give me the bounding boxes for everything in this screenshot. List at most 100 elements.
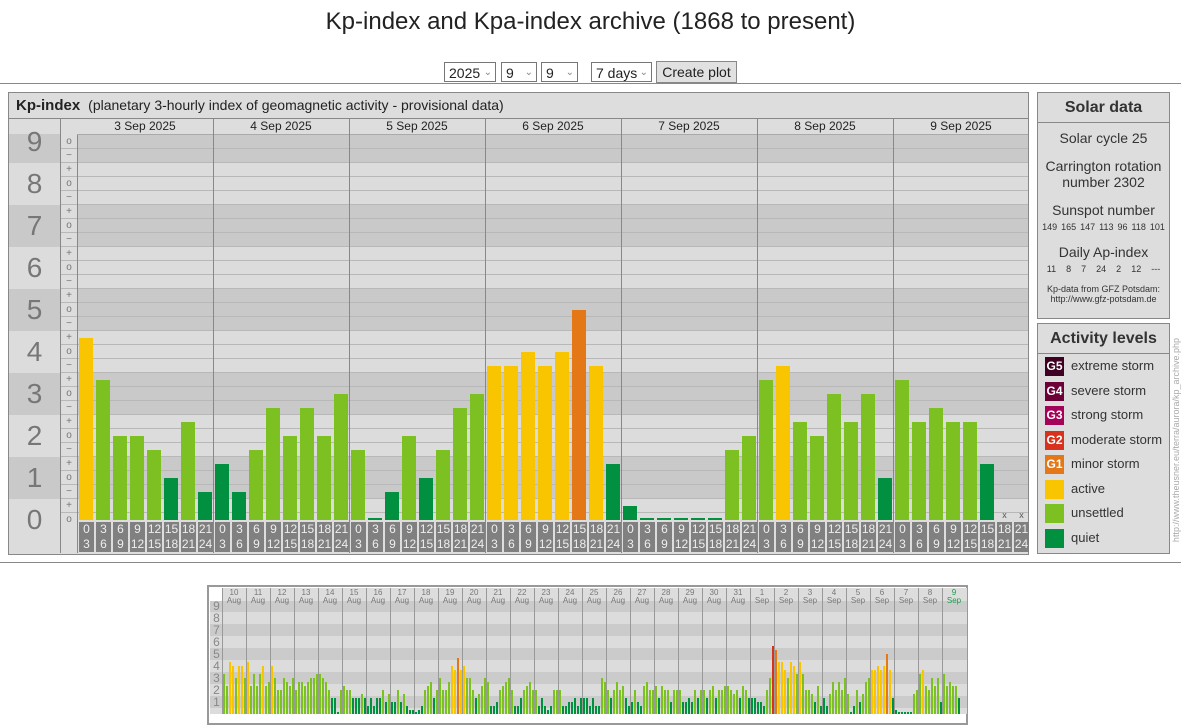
overview-month: Aug [730, 596, 746, 605]
sub-tick-minus: − [66, 150, 72, 161]
overview-bar [460, 669, 462, 714]
sub-tick-minus: − [66, 486, 72, 497]
overview-day-separator [750, 588, 751, 714]
ap-value: 12 [1131, 264, 1142, 274]
interval-start: 0 [627, 522, 634, 536]
overview-bar [811, 693, 813, 714]
sub-tick-zero: o [66, 136, 72, 147]
overview-bar [904, 712, 906, 714]
overview-day-separator [342, 588, 343, 714]
kp-bar [844, 422, 858, 520]
interval-end: 21 [317, 537, 332, 551]
interval-label: 15 18 [572, 522, 587, 552]
overview-bar [934, 686, 936, 714]
overview-bar [925, 686, 927, 714]
overview-day-separator [366, 588, 367, 714]
overview-bar [595, 705, 597, 714]
grid-line [61, 232, 1028, 233]
overview-bar [838, 681, 840, 714]
overview-bar [802, 674, 804, 714]
overview-bar [367, 705, 369, 714]
overview-bar [361, 693, 363, 714]
overview-bar [790, 662, 792, 714]
kp-bar [470, 394, 484, 520]
overview-bar [247, 662, 249, 714]
overview-bar [304, 686, 306, 714]
chevron-down-icon: ⌄ [565, 67, 574, 78]
interval-start: 6 [117, 522, 124, 536]
interval-end: 9 [525, 537, 532, 551]
overview-day-label: 21 Aug [486, 589, 510, 605]
overview-day-number: 9 [951, 588, 957, 597]
overview-month: Sep [802, 596, 818, 605]
overview-bar [943, 674, 945, 714]
overview-bar [673, 690, 675, 714]
kp-band-6 [77, 247, 1028, 289]
sunspot-value: 165 [1061, 222, 1077, 232]
month-select[interactable]: 9 ⌄ [501, 62, 537, 82]
ap-value: 11 [1046, 264, 1057, 274]
sub-tick-zero: o [66, 178, 72, 189]
overview-bar [724, 686, 726, 714]
overview-day-number: 19 [445, 588, 455, 597]
overview-bar [619, 690, 621, 714]
range-select[interactable]: 7 days ⌄ [591, 62, 652, 82]
create-plot-button[interactable]: Create plot [656, 61, 737, 83]
kp-bar [810, 436, 824, 520]
day-select[interactable]: 9 ⌄ [541, 62, 578, 82]
interval-end: 21 [181, 537, 196, 551]
interval-label: 9 12 [810, 522, 825, 552]
legend-swatch [1045, 479, 1064, 499]
sub-tick-zero: o [66, 514, 72, 525]
interval-start: 18 [317, 522, 332, 536]
overview-month: Sep [922, 596, 938, 605]
overview-bar [544, 705, 546, 714]
overview-band-5 [210, 648, 967, 660]
interval-label: 9 12 [266, 522, 281, 552]
sunspot-value: 147 [1080, 222, 1096, 232]
overview-band-8 [210, 612, 967, 624]
interval-end: 24 [334, 537, 349, 551]
overview-day-label: 12 Aug [270, 589, 294, 605]
overview-day-number: 1 [759, 588, 765, 597]
overview-bar [793, 666, 795, 714]
overview-bar [289, 686, 291, 714]
interval-end: 3 [83, 537, 90, 551]
day-label: 5 Sep 2025 [386, 119, 448, 133]
overview-bar [763, 705, 765, 714]
overview-bar [346, 690, 348, 714]
overview-bar [487, 681, 489, 714]
overview-bar [520, 698, 522, 714]
overview-bar [748, 698, 750, 714]
legend-label: moderate storm [1071, 431, 1163, 447]
kp-bar [181, 422, 195, 520]
overview-bar [709, 690, 711, 714]
interval-end: 21 [453, 537, 468, 551]
interval-start: 15 [572, 522, 587, 536]
interval-end: 21 [589, 537, 604, 551]
y-tick-label: 9 [26, 126, 43, 157]
overview-day-separator [534, 588, 535, 714]
overview-bar [676, 690, 678, 714]
overview-bar [778, 662, 780, 714]
kp-bar [963, 422, 977, 520]
overview-bar [370, 698, 372, 714]
overview-month: Aug [682, 596, 698, 605]
overview-day-number: 2 [783, 588, 789, 597]
kp-bar [861, 394, 875, 520]
day-separator [485, 119, 486, 553]
interval-start: 9 [950, 522, 957, 536]
overview-bar [262, 666, 264, 714]
interval-label: 18 21 [453, 522, 468, 552]
source-url-watermark: http://www.theusner.eu/terra/aurora/kp_a… [1171, 337, 1181, 543]
overview-day-separator [294, 588, 295, 714]
overview-day-number: 21 [493, 588, 503, 597]
overview-bar [700, 690, 702, 714]
year-select[interactable]: 2025 ⌄ [444, 62, 496, 82]
overview-bar [535, 690, 537, 714]
interval-end: 24 [606, 537, 621, 551]
overview-day-label: 30 Aug [702, 589, 726, 605]
